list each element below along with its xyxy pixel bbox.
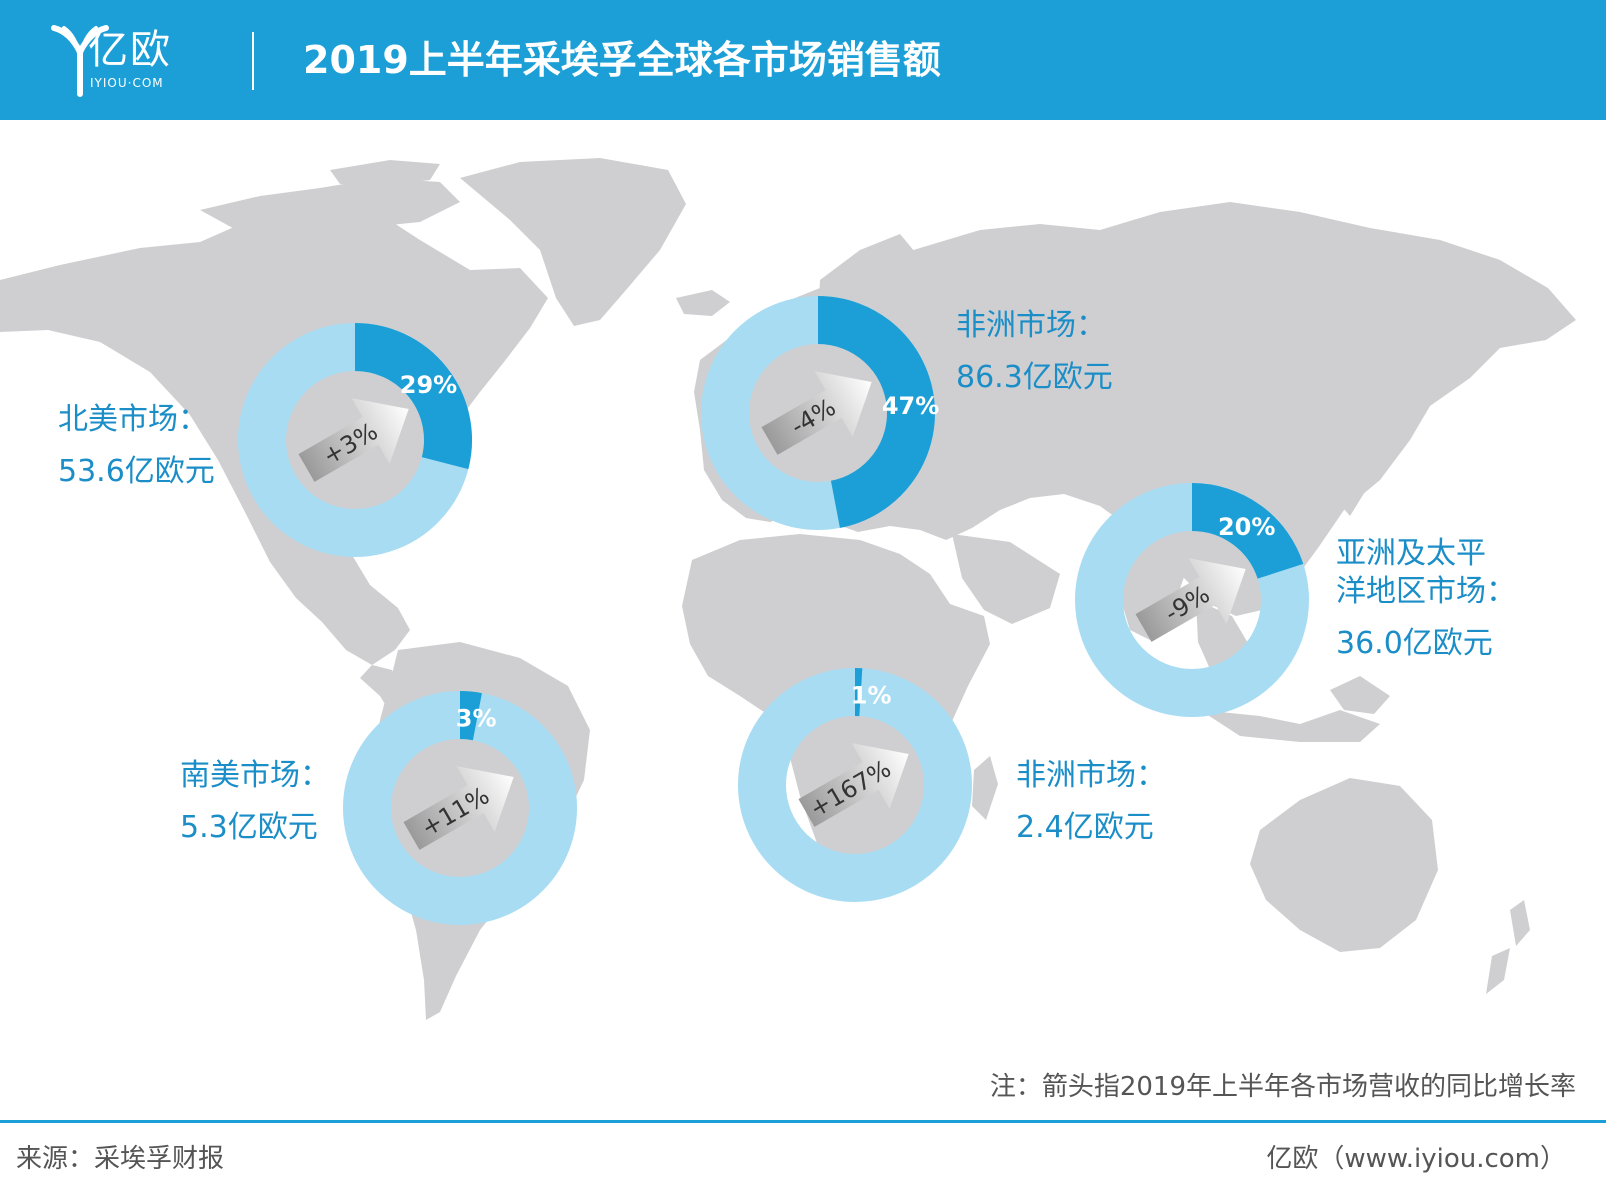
page-title: 2019上半年采埃孚全球各市场销售额 [303, 38, 941, 82]
header-bar: 亿欧 IYIOU·COM 2019上半年采埃孚全球各市场销售额 [0, 0, 1606, 120]
world-map-area: 29% +3% 47% -4% 20% -9% 3% +11% 1% +167% 北美市场： 53… [0, 130, 1606, 1060]
region-name-south-america: 南美市场： [180, 758, 330, 793]
iyiou-logo-icon [51, 25, 109, 97]
region-name-north-america: 北美市场： [58, 402, 208, 437]
donut-north-america: 29%+3% [238, 323, 472, 557]
map-donut-chart: 29%+3%47%-4%20%-9%3%+11%1%+167% [0, 158, 1576, 1020]
donut-share-label-europe: 47% [882, 392, 939, 420]
credit-text: 亿欧（www.iyiou.com） [1266, 1144, 1566, 1174]
source-text: 来源：采埃孚财报 [16, 1144, 225, 1174]
region-name-asia-pacific-line2: 洋地区市场： [1336, 574, 1516, 609]
footer-divider [0, 1120, 1606, 1123]
region-sales-north-america: 53.6亿欧元 [58, 454, 215, 489]
donut-share-label-south-america: 3% [456, 704, 497, 732]
region-sales-africa: 2.4亿欧元 [1016, 810, 1154, 845]
region-sales-south-america: 5.3亿欧元 [180, 810, 318, 845]
donut-asia-pacific: 20%-9% [1075, 483, 1309, 717]
donut-share-label-asia-pacific: 20% [1218, 513, 1275, 541]
donut-share-label-north-america: 29% [400, 371, 457, 399]
donut-share-asia-pacific [1191, 483, 1304, 580]
chart-note: 注：箭头指2019年上半年各市场营收的同比增长率 [989, 1072, 1576, 1102]
donut-share-label-africa: 1% [851, 681, 892, 709]
header-divider [252, 32, 254, 90]
donut-share-north-america [354, 323, 472, 470]
donut-share-south-america [459, 691, 482, 741]
logo-subtext: IYIOU·COM [90, 76, 164, 90]
donut-share-europe [817, 296, 935, 528]
region-sales-asia-pacific: 36.0亿欧元 [1336, 626, 1493, 661]
region-name-europe: 非洲市场： [956, 308, 1106, 343]
logo-text: 亿欧 [88, 27, 172, 73]
region-name-africa: 非洲市场： [1016, 758, 1166, 793]
region-name-asia-pacific-line1: 亚洲及太平 [1336, 536, 1486, 571]
donut-europe: 47%-4% [701, 296, 939, 530]
region-sales-europe: 86.3亿欧元 [956, 360, 1113, 395]
